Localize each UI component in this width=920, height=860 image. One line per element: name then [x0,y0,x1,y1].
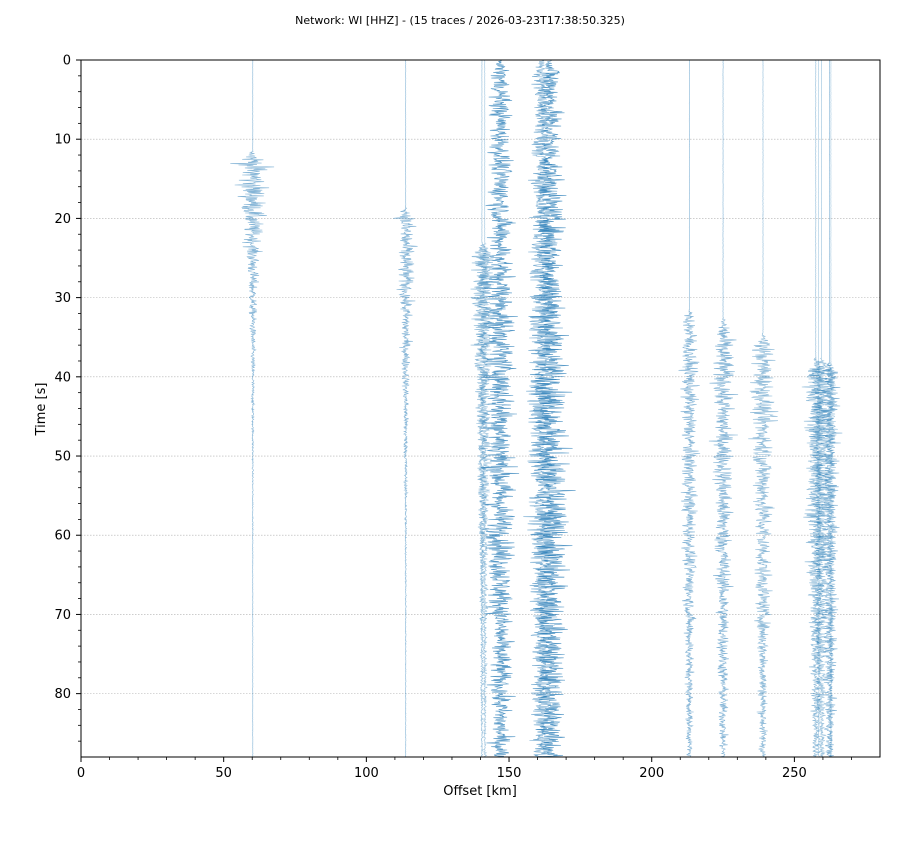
y-tick-label: 40 [54,370,71,385]
x-tick-label: 200 [639,766,664,781]
y-tick-label: 30 [54,291,71,306]
seismic-trace [473,59,494,757]
y-axis-label: Time [s] [34,383,49,437]
x-tick-label: 250 [782,766,807,781]
x-tick-label: 150 [497,766,522,781]
seismic-trace [527,59,576,757]
trace-group [230,59,843,757]
seismic-trace [748,59,779,757]
x-tick-label: 0 [77,766,85,781]
seismic-trace [393,60,418,757]
y-tick-label: 60 [54,529,71,544]
y-tick-label: 80 [54,687,71,702]
x-axis: 0 50 100 150 200 250 [77,757,852,781]
y-tick-label: 10 [54,133,71,148]
y-tick-label: 50 [54,450,71,465]
y-axis: 0 10 20 30 40 50 60 70 80 [54,54,81,742]
seismic-trace [808,59,836,757]
seismic-trace [818,59,843,757]
x-tick-label: 100 [354,766,379,781]
seismic-trace [801,60,829,757]
y-tick-label: 20 [54,212,71,227]
seismic-trace [821,59,838,757]
seismic-trace [470,59,495,757]
seismic-trace [230,60,275,757]
y-tick-label: 70 [54,608,71,623]
y-tick-label: 0 [63,54,71,69]
x-tick-label: 50 [215,766,232,781]
seismic-trace [480,59,520,757]
seismic-trace [678,59,701,757]
seismic-trace [708,59,739,757]
x-axis-label: Offset [km] [443,784,517,799]
seismic-trace [814,59,824,757]
chart-title: Network: WI [HHZ] - (15 traces / 2026-03… [295,14,625,27]
